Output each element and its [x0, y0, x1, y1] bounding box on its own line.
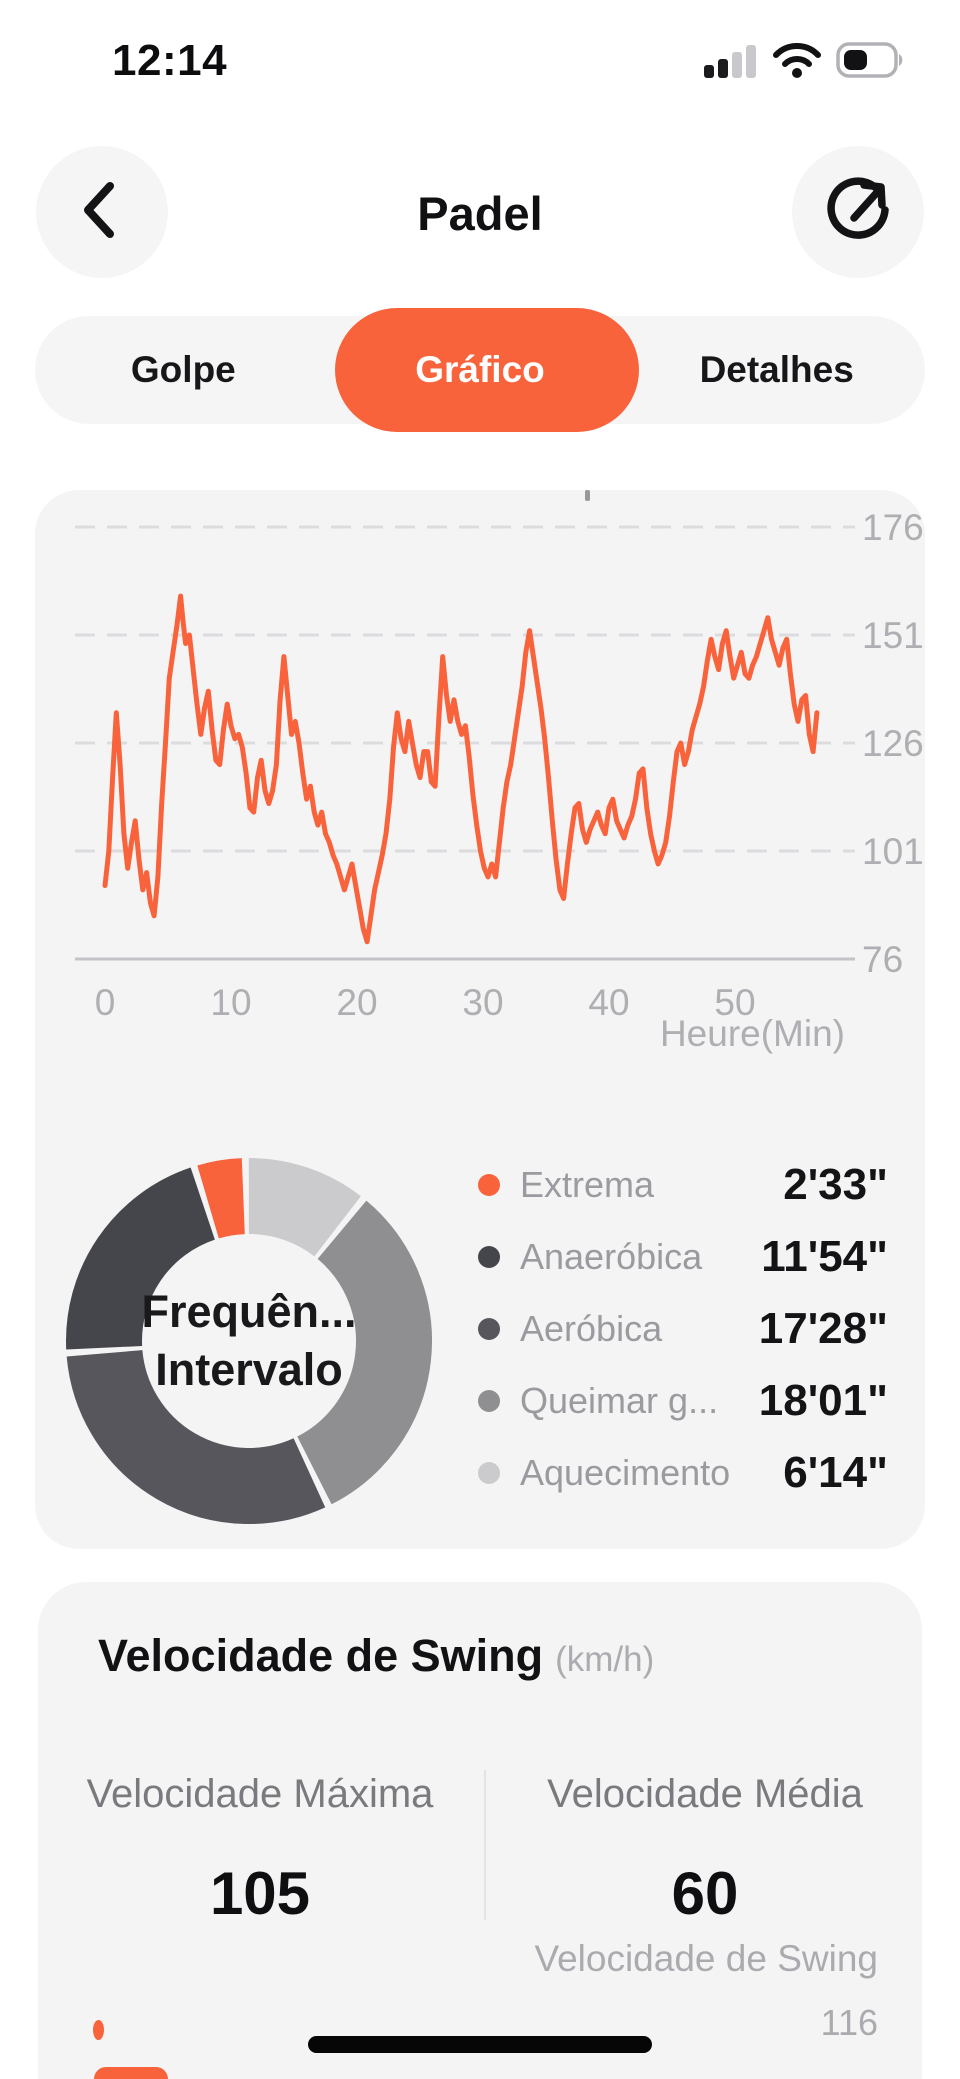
svg-text:10: 10 [210, 982, 251, 1023]
stat-divider [484, 1770, 486, 1920]
tab-active-pill [335, 308, 639, 432]
heart-rate-card: 176 151 126 101 76 0 10 20 30 40 50 Heure(Min) [35, 490, 925, 1549]
swing-section-header: Velocidade de Swing (km/h) [98, 1630, 654, 1682]
max-speed-value: 105 [209, 1860, 311, 1927]
battery-icon [836, 42, 904, 83]
back-button[interactable] [36, 146, 168, 278]
zone-label: Extrema [520, 1164, 655, 1205]
swing-chart-title: Velocidade de Swing [534, 1938, 878, 1979]
zone-label: Anaeróbica [520, 1236, 703, 1277]
share-button[interactable] [792, 146, 924, 278]
swing-section-unit: (km/h) [555, 1640, 655, 1679]
tab-bar: Golpe Gráfico Detalhes [35, 316, 925, 424]
swing-speed-card [38, 1582, 922, 2079]
legend-row-queimar-gordura: Queimar g... 18'01" [470, 1365, 890, 1437]
tab-detalhes[interactable]: Detalhes [699, 349, 854, 390]
zone-value: 6'14" [783, 1448, 888, 1497]
donut-center-line1: Frequên... [141, 1285, 357, 1337]
zone-dot-aquecimento [478, 1462, 500, 1484]
svg-text:176: 176 [862, 507, 924, 548]
zone-value: 17'28" [758, 1304, 888, 1353]
swing-chart-axis-tick: 116 [820, 2002, 878, 2043]
swing-chart-bar [94, 2067, 168, 2079]
cellular-signal-icon [704, 42, 758, 83]
legend-row-anaerobica: Anaeróbica 11'54" [470, 1221, 890, 1293]
status-icons [704, 42, 904, 83]
zone-label: Queimar g... [520, 1380, 719, 1421]
legend-row-aquecimento: Aquecimento 6'14" [470, 1437, 890, 1509]
zone-value: 11'54" [761, 1232, 888, 1281]
zone-label: Aquecimento [520, 1452, 731, 1493]
svg-text:0: 0 [95, 982, 116, 1023]
hr-zones-donut-chart[interactable] [59, 1151, 439, 1531]
svg-text:126: 126 [862, 723, 924, 764]
zone-dot-anaerobica [478, 1246, 500, 1268]
zone-value: 2'33" [783, 1160, 888, 1209]
svg-text:101: 101 [862, 831, 924, 872]
svg-text:151: 151 [862, 615, 924, 656]
svg-text:50: 50 [714, 982, 755, 1023]
svg-text:20: 20 [336, 982, 377, 1023]
swing-chart-marker [93, 2020, 104, 2040]
swing-section-title: Velocidade de Swing [98, 1630, 544, 1681]
zone-value: 18'01" [758, 1376, 888, 1425]
zone-dot-aerobica [478, 1318, 500, 1340]
svg-text:40: 40 [588, 982, 629, 1023]
chart-top-tick [585, 490, 590, 501]
zone-dot-extrema [478, 1174, 500, 1196]
home-indicator[interactable] [308, 2036, 652, 2053]
avg-speed-stat: Velocidade Média 60 [505, 1772, 905, 1928]
wifi-icon [772, 42, 822, 83]
legend-row-aerobica: Aeróbica 17'28" [470, 1293, 890, 1365]
legend-row-extrema: Extrema 2'33" [470, 1149, 890, 1221]
avg-speed-value: 60 [671, 1860, 739, 1927]
hr-zones-legend: Extrema 2'33" Anaeróbica 11'54" Aeróbica… [470, 1149, 890, 1509]
status-time: 12:14 [112, 36, 228, 85]
max-speed-label: Velocidade Máxima [86, 1772, 434, 1816]
tab-grafico[interactable]: Gráfico [415, 349, 545, 390]
zone-label: Aeróbica [520, 1308, 663, 1349]
chevron-left-icon [62, 170, 142, 255]
zone-dot-queimar-gordura [478, 1390, 500, 1412]
svg-text:Heure(Min): Heure(Min) [660, 1013, 845, 1054]
max-speed-stat: Velocidade Máxima 105 [60, 1772, 460, 1928]
donut-center-line2: Intervalo [155, 1344, 343, 1395]
svg-text:76: 76 [862, 939, 903, 980]
svg-text:30: 30 [462, 982, 503, 1023]
page-title: Padel [417, 187, 543, 240]
tab-golpe[interactable]: Golpe [130, 349, 236, 390]
share-icon [816, 168, 900, 257]
avg-speed-label: Velocidade Média [547, 1772, 863, 1816]
donut-center-label: Frequên... Intervalo [59, 1151, 439, 1531]
